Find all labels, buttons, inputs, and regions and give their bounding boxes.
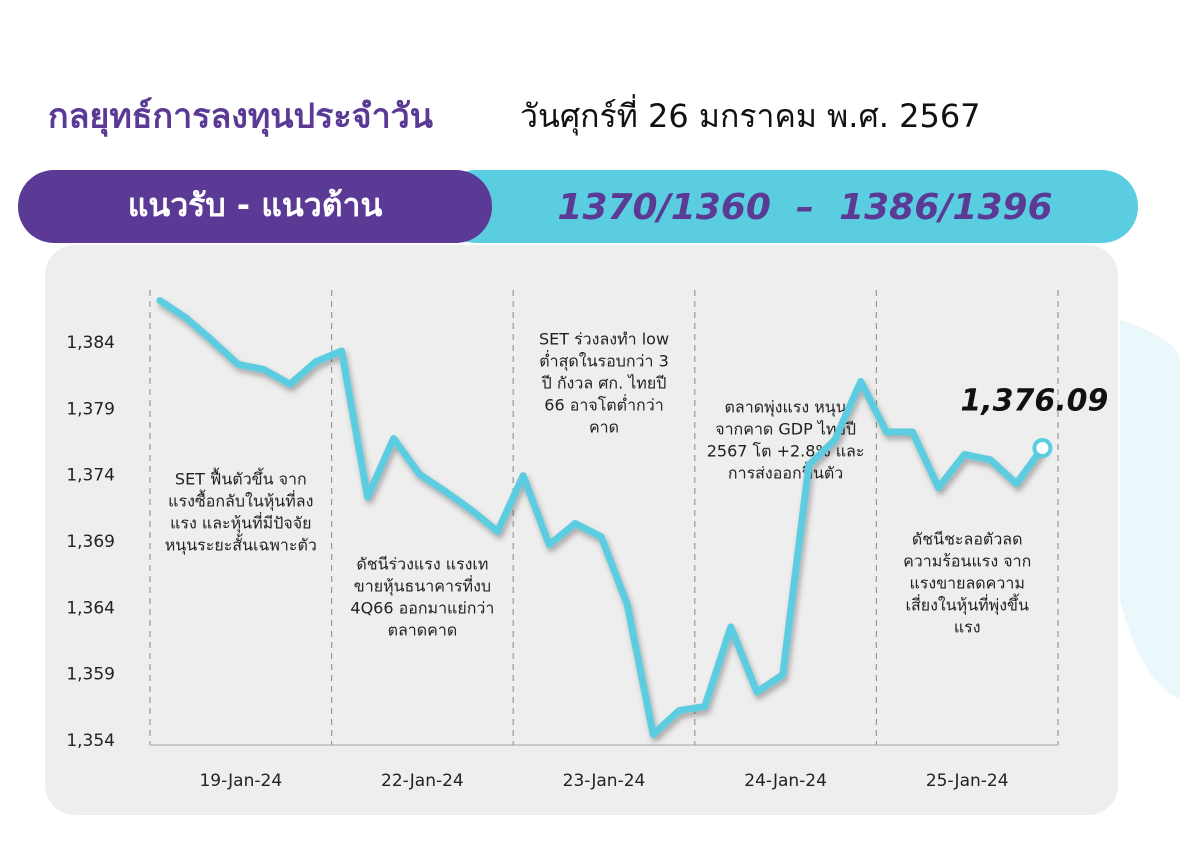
- annotation: ต่ำสุดในรอบกว่า 3: [539, 350, 669, 372]
- y-tick-label: 1,364: [66, 598, 115, 618]
- decor: [1120, 320, 1180, 700]
- plot: 1,354 1,359 1,364 1,369 1,374 1,379 1,384 19-Ja…: [66, 290, 1108, 791]
- annotation: ความร้อนแรง จาก: [903, 552, 1031, 571]
- y-tick-label: 1,369: [66, 532, 115, 552]
- annotation: หนุนระยะสั้นเฉพาะตัว: [165, 534, 317, 556]
- y-tick-label: 1,354: [66, 731, 115, 751]
- last-point: [1032, 437, 1053, 458]
- annotation: แรงซื้อกลับในหุ้นที่ลง: [168, 490, 313, 512]
- y-tick-label: 1,379: [66, 399, 115, 419]
- annotation: ดัชนีชะลอตัวลด: [912, 530, 1023, 549]
- annotation: ดัชนีร่วงแรง แรงเท: [356, 555, 488, 574]
- x-tick-label: 19-Jan-24: [199, 771, 282, 791]
- y-tick-label: 1,384: [66, 333, 115, 353]
- annotation: ขายหุ้นธนาคารที่งบ: [354, 575, 491, 597]
- annotation: ตลาดคาด: [388, 621, 458, 640]
- y-tick-label: 1,359: [66, 665, 115, 685]
- annotation: 4Q66 ออกมาแย่กว่า: [350, 599, 494, 618]
- banner-levels: 1370/1360 – 1386/1396: [557, 187, 1052, 228]
- annotation: เสี่ยงในหุ้นที่พุ่งขึ้น: [905, 594, 1029, 616]
- annotation: ปี กังวล ศก. ไทยปี: [541, 374, 666, 393]
- x-tick-label: 24-Jan-24: [744, 771, 827, 791]
- banner-label: แนวรับ - แนวต้าน: [128, 186, 383, 224]
- banner-left: [18, 170, 492, 243]
- annotation: 66 อาจโตต่ำกว่า: [544, 394, 663, 415]
- title: กลยุทธ์การลงทุนประจำวัน: [48, 97, 433, 138]
- annotation: คาด: [589, 418, 619, 437]
- annotation: 2567 โต +2.8% และ: [707, 442, 865, 461]
- annotation: จากคาด GDP ไทยปี: [715, 420, 856, 439]
- price-line: [156, 297, 1046, 738]
- x-tick-label: 22-Jan-24: [381, 771, 464, 791]
- y-tick-label: 1,374: [66, 466, 115, 486]
- date: วันศุกร์ที่ 26 มกราคม พ.ศ. 2567: [520, 94, 981, 136]
- annotation: SET ร่วงลงทำ low: [539, 330, 669, 349]
- value-label: 1,376.09: [960, 383, 1108, 418]
- x-tick-label: 23-Jan-24: [563, 771, 646, 791]
- annotation: แรง และหุ้นที่มีปัจจัย: [170, 512, 311, 534]
- annotation: SET ฟื้นตัวขึ้น จาก: [175, 468, 307, 489]
- banner-right: [440, 170, 1138, 243]
- annotation: แรง: [954, 618, 981, 637]
- x-tick-label: 25-Jan-24: [926, 771, 1009, 791]
- annotation: แรงขายลดความ: [909, 574, 1024, 593]
- annotation: การส่งออกฟื้นตัว: [728, 462, 843, 483]
- annotation: ตลาดพุ่งแรง หนุน: [725, 398, 847, 418]
